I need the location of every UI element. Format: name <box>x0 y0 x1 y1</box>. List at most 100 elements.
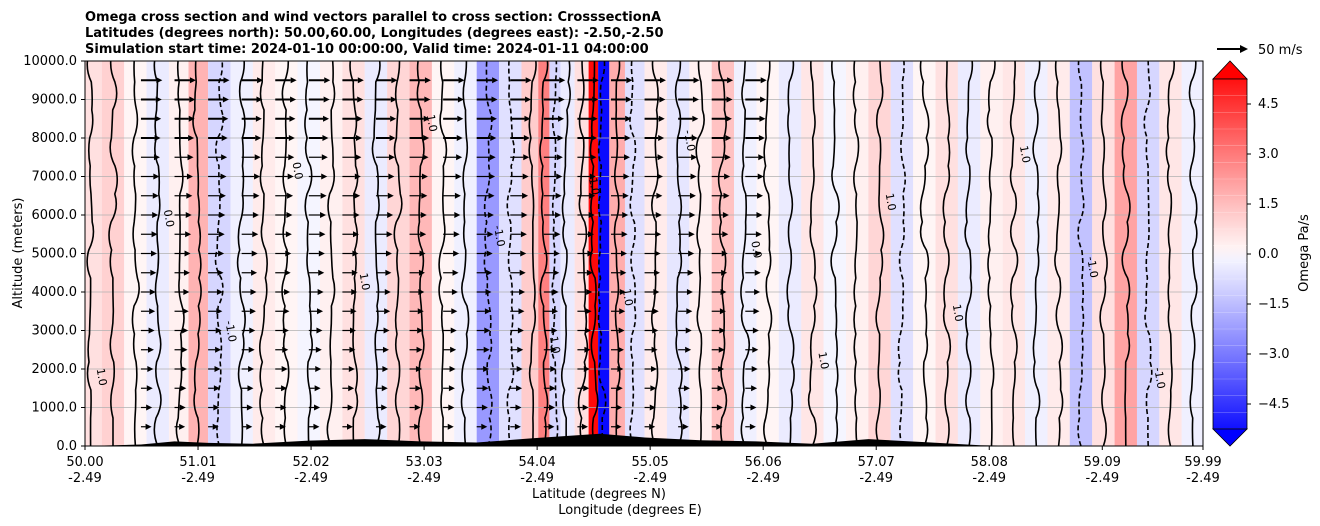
wind-vector-head <box>420 212 427 218</box>
wind-vector-head <box>492 77 499 84</box>
wind-vector-head <box>284 289 291 295</box>
wind-vector-head <box>683 385 690 392</box>
x-tick-label-lat: 58.08 <box>971 455 1008 470</box>
wind-vector-head <box>212 423 219 430</box>
wind-vector-head <box>386 231 393 238</box>
wind-vector-head <box>684 366 691 372</box>
wind-vector-head <box>349 327 356 334</box>
wind-vector-head <box>221 154 228 161</box>
wind-vector-head <box>586 269 593 276</box>
wind-vector-head <box>559 77 566 84</box>
wind-vector-head <box>616 404 623 411</box>
wind-vector-head <box>323 115 330 122</box>
quiver-key: 50 m/s <box>1217 43 1303 58</box>
contour-line <box>326 61 336 446</box>
wind-vector-head <box>656 192 663 199</box>
wind-vector-head <box>617 346 624 353</box>
wind-vector-head <box>588 231 595 238</box>
y-tick-label: 6000.0 <box>32 208 78 223</box>
wind-vector-head <box>315 366 322 372</box>
wind-vector-head <box>216 308 223 315</box>
wind-vector-head <box>254 154 261 161</box>
contour-label: 1.0 <box>94 367 110 386</box>
wind-vector-head <box>424 96 431 103</box>
y-tick-label: 3000.0 <box>32 324 78 339</box>
wind-vector-head <box>449 366 456 372</box>
wind-vector-head <box>249 308 256 315</box>
wind-vector-head <box>255 115 262 122</box>
contour-line <box>560 61 571 446</box>
wind-vector-head <box>179 404 186 411</box>
wind-vector-head <box>754 289 761 295</box>
wind-vector-head <box>189 96 196 103</box>
wind-vector-head <box>254 173 261 180</box>
wind-vector-head <box>215 327 222 334</box>
wind-vector-head <box>350 308 357 315</box>
wind-vector-head <box>483 366 490 372</box>
wind-vector-head <box>151 231 158 238</box>
contour-line <box>528 61 537 446</box>
wind-vector-head <box>382 366 389 372</box>
y-tick-label: 7000.0 <box>32 170 78 185</box>
wind-vector-head <box>418 269 425 276</box>
wind-vector-head <box>686 289 693 295</box>
wind-vector-head <box>219 212 226 218</box>
contour-line <box>1032 61 1041 446</box>
wind-vector-head <box>484 327 491 334</box>
wind-vector-head <box>758 135 765 141</box>
wind-vector-head <box>380 423 387 430</box>
wind-vector-head <box>153 173 160 180</box>
wind-vector-head <box>621 231 628 238</box>
wind-vector-head <box>585 327 592 334</box>
wind-vector-head <box>590 154 597 161</box>
wind-vector-head <box>555 212 562 218</box>
wind-vector-head <box>723 192 730 199</box>
wind-vector-head <box>550 346 557 353</box>
wind-vector-head <box>315 346 322 353</box>
wind-vector-head <box>387 212 394 218</box>
wind-vector-head <box>653 269 660 276</box>
wind-vector-head <box>717 385 724 392</box>
wind-vector-head <box>726 96 733 103</box>
wind-vector-head <box>384 289 391 295</box>
wind-vector-head <box>419 250 426 257</box>
wind-vector-head <box>155 96 162 103</box>
wind-vector-head <box>558 115 565 122</box>
wind-vector-head <box>289 115 296 122</box>
wind-vector-head <box>415 366 422 372</box>
wind-vector-head <box>617 366 624 372</box>
wind-vector-head <box>214 366 221 372</box>
wind-vector-head <box>488 192 495 199</box>
wind-vector-head <box>625 115 632 122</box>
x-tick-label-lon: -2.49 <box>1186 471 1220 486</box>
wind-vector-head <box>521 212 528 218</box>
wind-vector-head <box>481 423 488 430</box>
chart-title: Omega cross section and wind vectors par… <box>85 10 664 57</box>
wind-vector-head <box>688 250 695 257</box>
wind-vector-head <box>285 250 292 257</box>
wind-vector-head <box>390 96 397 103</box>
contour-line <box>919 61 930 446</box>
wind-vector-head <box>489 154 496 161</box>
wind-vector-head <box>750 404 757 411</box>
wind-vector-head <box>285 231 292 238</box>
contour-label: 0.0 <box>289 161 305 180</box>
wind-vector-head <box>458 77 465 84</box>
wind-vector-head <box>456 135 463 141</box>
wind-vector-head <box>320 212 327 218</box>
wind-vector-head <box>215 346 222 353</box>
wind-vector-head <box>549 404 556 411</box>
wind-vector-head <box>525 96 532 103</box>
wind-vector-head <box>257 77 264 84</box>
contour-line <box>1009 61 1019 446</box>
wind-vector-head <box>457 115 464 122</box>
contour-line <box>1077 61 1085 446</box>
wind-vector-head <box>582 404 589 411</box>
wind-vector-head <box>216 289 223 295</box>
wind-vector-head <box>213 385 220 392</box>
wind-vector-head <box>388 173 395 180</box>
y-axis: 0.0 1000.0 2000.0 3000.0 4000.0 5000.0 6000.0 7… <box>23 54 85 454</box>
wind-vector-head <box>290 96 297 103</box>
wind-vector-head <box>653 289 660 295</box>
